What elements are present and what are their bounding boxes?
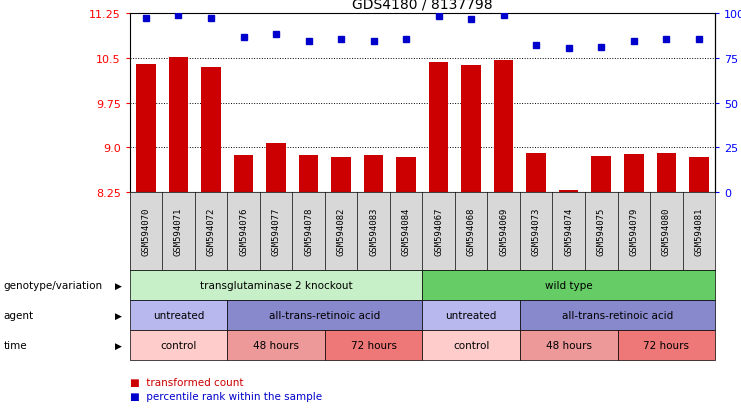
Text: ▶: ▶ (115, 281, 122, 290)
Text: GSM594073: GSM594073 (532, 207, 541, 255)
Text: GSM594075: GSM594075 (597, 207, 605, 255)
Bar (526, 154, 546, 192)
Text: GSM594081: GSM594081 (694, 207, 703, 255)
Text: GSM594074: GSM594074 (564, 207, 574, 255)
Bar (591, 157, 611, 192)
Text: untreated: untreated (445, 310, 496, 320)
Text: control: control (453, 340, 489, 351)
Text: control: control (160, 340, 196, 351)
Text: GSM594071: GSM594071 (174, 207, 183, 255)
Text: 72 hours: 72 hours (350, 340, 396, 351)
Bar (233, 155, 253, 192)
Bar (266, 143, 286, 192)
Bar (396, 158, 416, 192)
Bar (364, 155, 383, 192)
Bar (494, 61, 514, 192)
Bar (331, 158, 350, 192)
Bar (429, 63, 448, 192)
Bar (462, 66, 481, 192)
Text: transglutaminase 2 knockout: transglutaminase 2 knockout (200, 280, 352, 290)
Text: time: time (4, 340, 27, 351)
Text: GSM594083: GSM594083 (369, 207, 378, 255)
Bar (657, 154, 676, 192)
Text: untreated: untreated (153, 310, 204, 320)
Text: GSM594082: GSM594082 (336, 207, 345, 255)
Text: GSM594084: GSM594084 (402, 207, 411, 255)
Text: 48 hours: 48 hours (545, 340, 592, 351)
Bar (299, 155, 319, 192)
Text: GSM594080: GSM594080 (662, 207, 671, 255)
Text: GSM594076: GSM594076 (239, 207, 248, 255)
Text: all-trans-retinoic acid: all-trans-retinoic acid (269, 310, 380, 320)
Text: ■  percentile rank within the sample: ■ percentile rank within the sample (130, 392, 322, 401)
Text: 72 hours: 72 hours (643, 340, 689, 351)
Bar (689, 158, 708, 192)
Text: agent: agent (4, 310, 34, 320)
Text: 48 hours: 48 hours (253, 340, 299, 351)
Bar (169, 58, 188, 192)
Text: GSM594072: GSM594072 (207, 207, 216, 255)
Text: ▶: ▶ (115, 341, 122, 350)
Text: GSM594070: GSM594070 (142, 207, 150, 255)
Text: GSM594068: GSM594068 (467, 207, 476, 255)
Text: GSM594077: GSM594077 (271, 207, 281, 255)
Text: wild type: wild type (545, 280, 593, 290)
Text: GSM594069: GSM594069 (499, 207, 508, 255)
Text: GSM594079: GSM594079 (629, 207, 638, 255)
Bar (624, 155, 643, 192)
Text: genotype/variation: genotype/variation (4, 280, 103, 290)
Title: GDS4180 / 8137798: GDS4180 / 8137798 (352, 0, 493, 12)
Text: GSM594067: GSM594067 (434, 207, 443, 255)
Text: ■  transformed count: ■ transformed count (130, 377, 243, 387)
Bar (559, 191, 579, 192)
Bar (136, 65, 156, 192)
Bar (202, 68, 221, 192)
Text: GSM594078: GSM594078 (304, 207, 313, 255)
Text: ▶: ▶ (115, 311, 122, 320)
Text: all-trans-retinoic acid: all-trans-retinoic acid (562, 310, 673, 320)
